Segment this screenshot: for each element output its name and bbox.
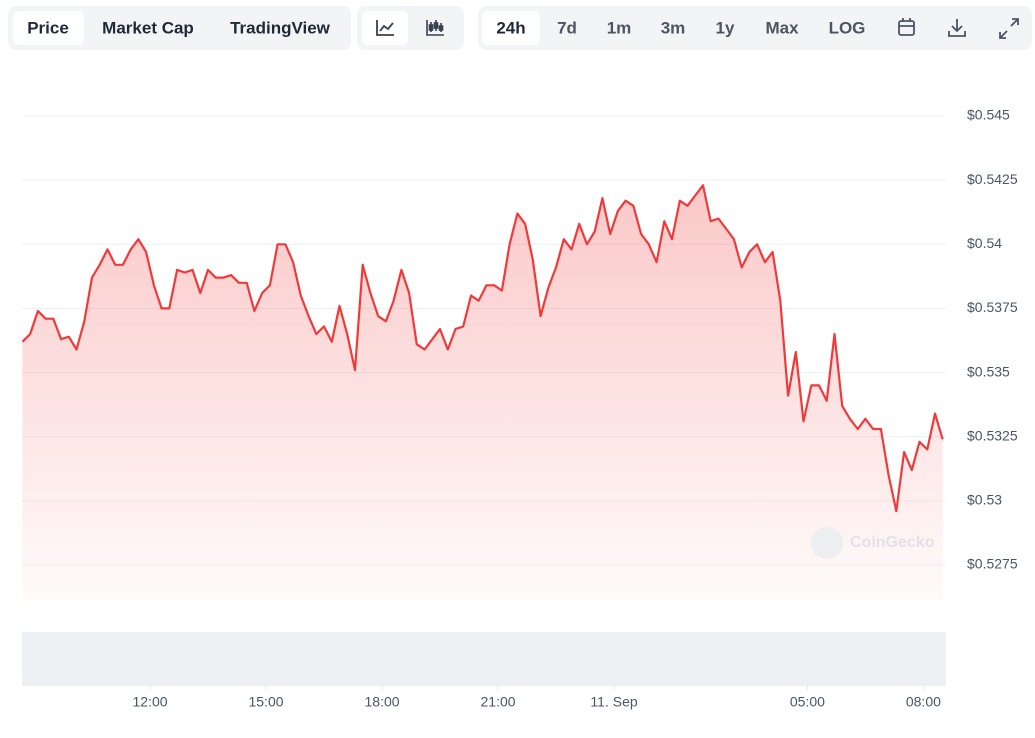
view-button[interactable]: Market Cap	[102, 18, 194, 37]
view-button[interactable]: Price	[27, 18, 69, 37]
y-tick-label: $0.5425	[967, 171, 1018, 187]
range-group	[478, 6, 1032, 50]
range-button[interactable]: 1y	[716, 18, 735, 37]
x-tick-label: 11. Sep	[590, 694, 637, 710]
y-tick-label: $0.5275	[967, 556, 1018, 572]
active-pill	[482, 11, 540, 45]
x-tick-label: 21:00	[481, 694, 516, 710]
active-pill	[13, 11, 84, 45]
x-tick-label: 08:00	[906, 694, 941, 710]
expand-icon[interactable]	[999, 18, 1019, 39]
range-button[interactable]: 3m	[661, 18, 686, 37]
active-pill	[362, 11, 408, 45]
y-tick-label: $0.5325	[967, 427, 1018, 443]
download-icon[interactable]	[948, 19, 966, 37]
watermark-logo	[811, 527, 843, 559]
price-line	[21, 184, 944, 513]
line-icon[interactable]	[376, 20, 394, 36]
range-button[interactable]: 24h	[496, 18, 525, 37]
volume-band	[22, 632, 946, 685]
x-tick-label: 12:00	[132, 694, 167, 710]
view-button[interactable]: TradingView	[230, 18, 331, 37]
range-button[interactable]: LOG	[829, 18, 866, 37]
range-button[interactable]: 7d	[557, 18, 577, 37]
x-tick-label: 15:00	[248, 694, 283, 710]
price-area	[22, 185, 943, 601]
calendar-icon[interactable]	[898, 18, 915, 36]
range-button[interactable]: 1m	[607, 18, 632, 37]
y-tick-label: $0.53	[967, 492, 1002, 508]
candle-icon[interactable]	[426, 20, 444, 36]
y-tick-label: $0.545	[967, 107, 1010, 123]
view-group	[8, 6, 351, 50]
y-tick-label: $0.54	[967, 235, 1002, 251]
y-tick-label: $0.535	[967, 363, 1010, 379]
watermark: CoinGecko	[850, 534, 935, 551]
x-tick-label: 05:00	[790, 694, 825, 710]
range-button[interactable]: Max	[765, 18, 799, 37]
x-tick-label: 18:00	[365, 694, 400, 710]
y-tick-label: $0.5375	[967, 299, 1018, 315]
